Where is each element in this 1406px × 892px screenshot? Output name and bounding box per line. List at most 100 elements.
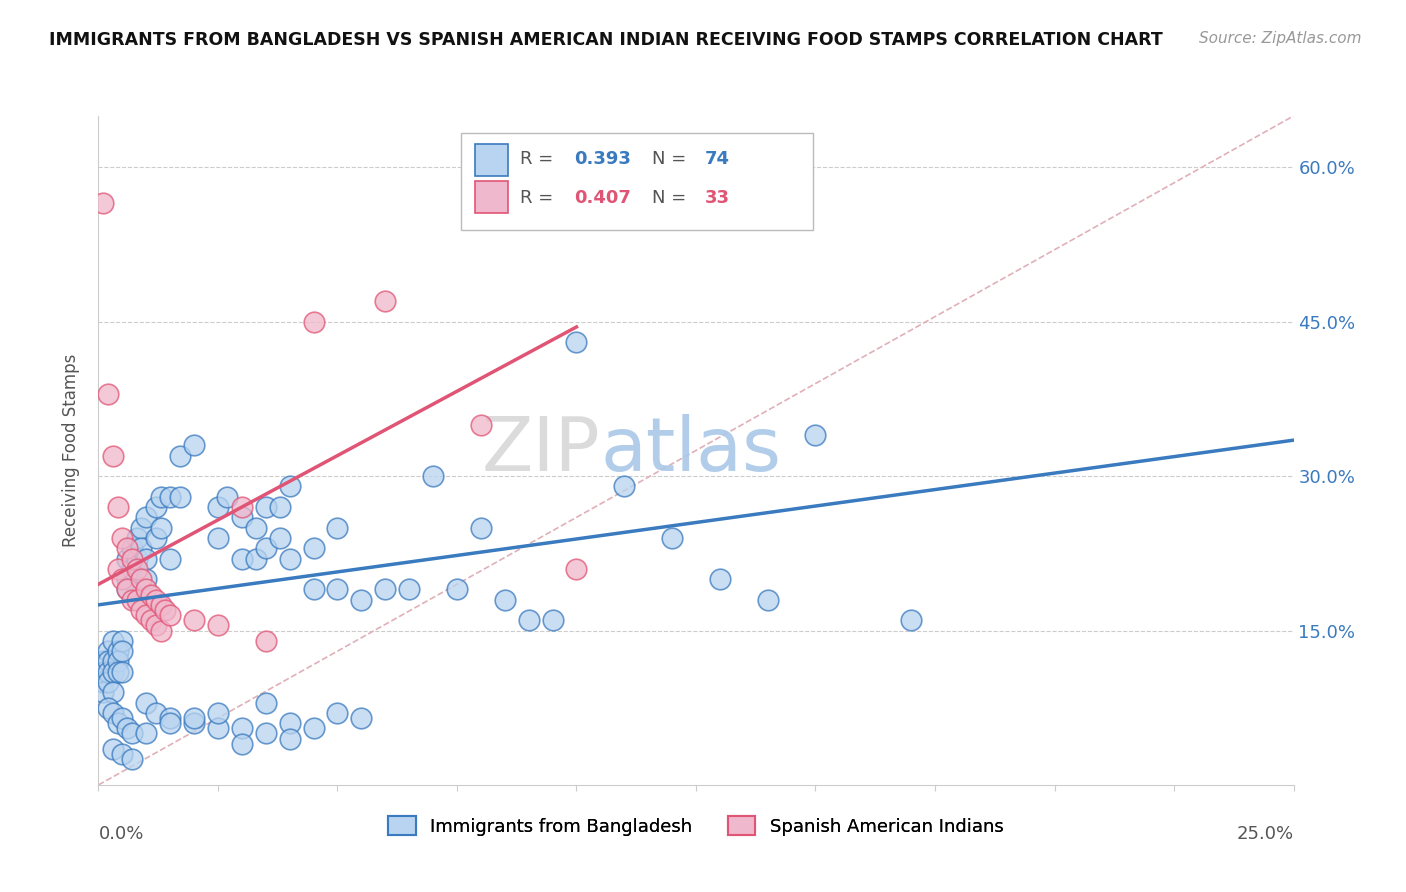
Point xyxy=(155,603,177,617)
Point xyxy=(217,490,239,504)
Point xyxy=(245,551,267,566)
Point xyxy=(111,572,134,586)
Text: 0.407: 0.407 xyxy=(574,188,631,207)
Point xyxy=(149,521,172,535)
Point xyxy=(125,592,148,607)
Point xyxy=(115,582,138,597)
Point xyxy=(302,315,325,329)
Point xyxy=(183,716,205,731)
Point xyxy=(107,500,129,514)
Point xyxy=(231,722,253,736)
Point xyxy=(565,335,588,350)
Point xyxy=(135,726,157,740)
Point xyxy=(254,726,277,740)
Point xyxy=(115,541,138,556)
Point xyxy=(111,644,134,658)
Point xyxy=(661,531,683,545)
Point xyxy=(135,582,157,597)
Point xyxy=(207,706,229,720)
Text: 25.0%: 25.0% xyxy=(1236,825,1294,843)
Point xyxy=(326,582,349,597)
Point xyxy=(207,722,229,736)
Point xyxy=(125,562,148,576)
Text: Source: ZipAtlas.com: Source: ZipAtlas.com xyxy=(1198,31,1361,46)
Point xyxy=(91,685,114,699)
Legend: Immigrants from Bangladesh, Spanish American Indians: Immigrants from Bangladesh, Spanish Amer… xyxy=(381,809,1011,843)
Text: 74: 74 xyxy=(704,151,730,169)
Point xyxy=(278,479,301,493)
Point xyxy=(494,592,516,607)
FancyBboxPatch shape xyxy=(461,133,813,230)
Point xyxy=(91,196,114,211)
Point xyxy=(97,655,120,669)
Text: atlas: atlas xyxy=(600,414,782,487)
FancyBboxPatch shape xyxy=(475,181,509,213)
Point xyxy=(169,490,191,504)
Point xyxy=(254,541,277,556)
Point xyxy=(101,706,124,720)
Point xyxy=(183,613,205,627)
Text: N =: N = xyxy=(652,151,692,169)
Point xyxy=(278,716,301,731)
Point xyxy=(111,747,134,761)
Text: 33: 33 xyxy=(704,188,730,207)
Y-axis label: Receiving Food Stamps: Receiving Food Stamps xyxy=(62,354,80,547)
Point xyxy=(149,598,172,612)
Text: 0.0%: 0.0% xyxy=(98,825,143,843)
Point xyxy=(278,731,301,746)
FancyBboxPatch shape xyxy=(475,145,509,177)
Point xyxy=(350,592,373,607)
Point xyxy=(302,582,325,597)
Text: R =: R = xyxy=(520,151,560,169)
Point xyxy=(207,618,229,632)
Point xyxy=(101,633,124,648)
Point xyxy=(541,613,564,627)
Point xyxy=(159,551,181,566)
Point xyxy=(374,582,396,597)
Point xyxy=(97,665,120,679)
Point xyxy=(135,551,157,566)
Point xyxy=(107,655,129,669)
Point xyxy=(254,696,277,710)
Text: N =: N = xyxy=(652,188,692,207)
Point xyxy=(269,531,291,545)
Point xyxy=(302,541,325,556)
Point xyxy=(97,700,120,714)
Point xyxy=(121,752,143,766)
Point xyxy=(139,588,162,602)
Point xyxy=(111,665,134,679)
Point xyxy=(422,469,444,483)
Point xyxy=(350,711,373,725)
Point xyxy=(326,706,349,720)
Point xyxy=(470,417,492,432)
Point xyxy=(125,551,148,566)
Point xyxy=(115,551,138,566)
Point xyxy=(145,618,167,632)
Point xyxy=(135,510,157,524)
Point xyxy=(254,633,277,648)
Point xyxy=(121,541,143,556)
Point xyxy=(254,500,277,514)
Point xyxy=(91,665,114,679)
Point xyxy=(183,438,205,452)
Point xyxy=(470,521,492,535)
Point xyxy=(107,716,129,731)
Point xyxy=(101,449,124,463)
Point xyxy=(149,624,172,638)
Point xyxy=(111,711,134,725)
Text: R =: R = xyxy=(520,188,560,207)
Point xyxy=(231,510,253,524)
Point xyxy=(302,722,325,736)
Point xyxy=(278,551,301,566)
Point xyxy=(756,592,779,607)
Point xyxy=(326,521,349,535)
Point xyxy=(121,726,143,740)
Point xyxy=(159,490,181,504)
Point xyxy=(565,562,588,576)
Point xyxy=(149,490,172,504)
Point xyxy=(145,531,167,545)
Point xyxy=(145,706,167,720)
Point xyxy=(101,742,124,756)
Text: ZIP: ZIP xyxy=(482,414,600,487)
Point xyxy=(135,572,157,586)
